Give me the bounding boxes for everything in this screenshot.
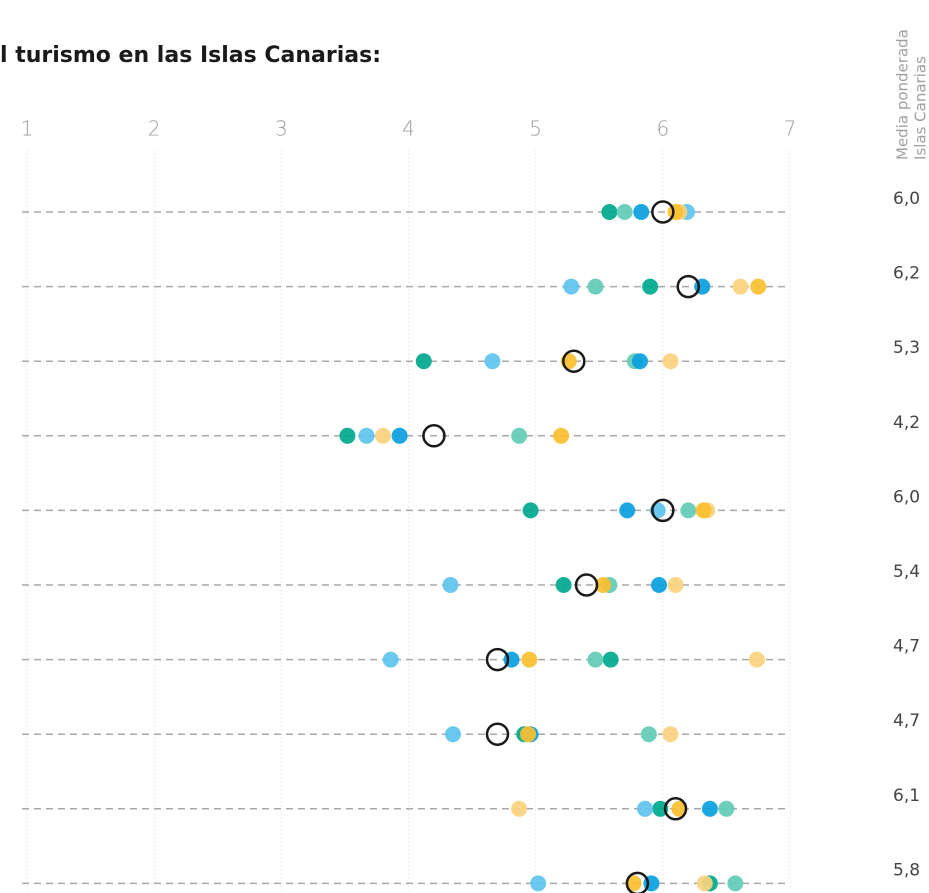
dot bbox=[484, 353, 501, 370]
dot bbox=[667, 577, 684, 593]
dot bbox=[750, 278, 767, 295]
mean-label: 5,8 bbox=[893, 860, 920, 880]
dot bbox=[695, 502, 712, 519]
dot bbox=[616, 204, 633, 220]
x-tick-label: 4 bbox=[402, 117, 415, 141]
dot bbox=[602, 651, 619, 668]
dot bbox=[633, 204, 650, 220]
mean-header-line: Media ponderada bbox=[894, 29, 912, 160]
dot bbox=[563, 278, 580, 295]
mean-marker bbox=[574, 573, 599, 597]
dot bbox=[521, 651, 538, 668]
mean-header-line: Islas Canarias bbox=[912, 56, 929, 160]
dot bbox=[442, 577, 459, 593]
mean-header: Media ponderada Islas Canarias bbox=[894, 29, 929, 160]
dot bbox=[619, 502, 636, 519]
dot bbox=[732, 278, 749, 295]
mean-label: 6,2 bbox=[893, 264, 920, 284]
dot bbox=[625, 875, 642, 892]
mean-label: 6,0 bbox=[893, 487, 920, 507]
mean-marker bbox=[651, 498, 675, 523]
dot bbox=[727, 875, 744, 892]
dot bbox=[587, 651, 604, 668]
dot bbox=[415, 353, 432, 370]
dot bbox=[701, 800, 718, 817]
dot bbox=[680, 502, 697, 519]
dot bbox=[595, 577, 612, 593]
mean-marker bbox=[485, 647, 510, 672]
dot bbox=[445, 726, 462, 743]
mean-label: 4,7 bbox=[893, 711, 920, 731]
dot bbox=[530, 875, 547, 892]
dot bbox=[671, 800, 688, 817]
chart-title: l turismo en las Islas Canarias: bbox=[0, 43, 381, 68]
dot bbox=[662, 353, 679, 370]
dot bbox=[662, 726, 679, 743]
dot bbox=[391, 427, 408, 444]
dot bbox=[358, 427, 375, 444]
dot bbox=[601, 204, 618, 220]
mean-marker bbox=[485, 722, 510, 746]
dot bbox=[667, 204, 684, 220]
mean-marker bbox=[422, 424, 446, 448]
mean-marker bbox=[663, 797, 688, 821]
dot bbox=[520, 726, 537, 743]
x-tick-label: 3 bbox=[275, 117, 288, 141]
dot bbox=[652, 800, 669, 817]
dot bbox=[587, 278, 604, 295]
dot bbox=[631, 353, 648, 370]
mean-label: 5,3 bbox=[893, 338, 920, 358]
dot bbox=[637, 800, 654, 817]
mean-marker bbox=[676, 274, 701, 299]
dot bbox=[511, 800, 528, 817]
x-tick-label: 6 bbox=[656, 117, 669, 141]
dot bbox=[511, 427, 528, 444]
mean-marker bbox=[651, 200, 675, 224]
mean-marker bbox=[562, 349, 586, 373]
mean-label: 6,0 bbox=[893, 189, 920, 209]
x-tick-label: 2 bbox=[148, 117, 161, 141]
dot bbox=[642, 278, 659, 295]
dot bbox=[555, 577, 572, 593]
dot bbox=[375, 427, 392, 444]
mean-label: 5,4 bbox=[893, 562, 920, 582]
x-tick-label: 1 bbox=[21, 117, 34, 141]
mean-label: 4,7 bbox=[893, 637, 920, 657]
dot bbox=[748, 651, 765, 668]
mean-marker bbox=[625, 871, 650, 893]
x-tick-label: 7 bbox=[784, 117, 797, 141]
x-tick-label: 5 bbox=[529, 117, 542, 141]
dot bbox=[339, 427, 356, 444]
dot bbox=[553, 427, 570, 444]
dot bbox=[651, 577, 668, 593]
mean-label: 6,1 bbox=[893, 786, 920, 806]
dot bbox=[640, 726, 657, 743]
mean-label: 4,2 bbox=[893, 413, 920, 433]
dot bbox=[696, 875, 713, 892]
dot bbox=[718, 800, 735, 817]
dot bbox=[382, 651, 399, 668]
dot bbox=[522, 502, 539, 519]
